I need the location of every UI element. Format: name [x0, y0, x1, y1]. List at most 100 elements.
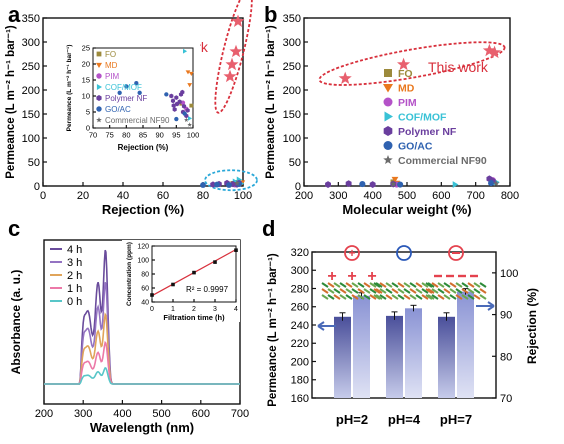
- d-membrane-stroke: [467, 294, 475, 300]
- d-rejection-bar: [405, 308, 422, 398]
- d-membrane-stroke: [421, 294, 429, 300]
- d-ytick-label: 280: [291, 283, 309, 295]
- b-legend-label: GO/AC: [398, 141, 433, 153]
- d-membrane-stroke: [431, 294, 439, 300]
- a-point-goac: [214, 181, 220, 188]
- c-xtick-label: 300: [74, 408, 92, 420]
- d-category-label: pH=2: [336, 412, 368, 427]
- b-point-star: [487, 45, 502, 59]
- a-ytick-label: 50: [28, 157, 40, 169]
- a-ytick-label: 250: [22, 61, 40, 73]
- b-point-star: [482, 43, 496, 57]
- b-point-cof: [452, 181, 459, 188]
- panel-a-chart: 0 20 40 60 80 100050100150200250300350Rejecti…: [5, 0, 258, 217]
- d-membrane-stroke: [479, 294, 487, 300]
- c-xtick-label: 200: [35, 408, 53, 420]
- d-membrane-stroke: [373, 282, 381, 288]
- b-legend-label: MD: [398, 83, 415, 95]
- d-membrane-stroke: [327, 294, 335, 300]
- d-membrane-stroke: [339, 288, 347, 294]
- b-legend-label: FO: [398, 68, 413, 80]
- d-membrane-stroke: [333, 282, 341, 288]
- d-membrane-stroke: [385, 282, 393, 288]
- d-permeance-bar: [438, 316, 455, 398]
- d-permeance-bar: [334, 316, 351, 398]
- b-legend-marker: [384, 111, 393, 122]
- d-membrane-stroke: [425, 282, 433, 288]
- d-ylabel: Permeance (L m⁻² h⁻¹ bar⁻¹): [267, 253, 279, 407]
- a-inset-legend-marker: [96, 51, 102, 57]
- d-membrane-stroke: [409, 294, 417, 300]
- a-point-goac: [226, 182, 232, 188]
- b-point-polymer: [325, 181, 331, 188]
- d-membrane-stroke: [321, 288, 329, 294]
- c-legend-label: 2 h: [67, 270, 82, 282]
- d-membrane-stroke: [427, 294, 435, 300]
- a-inset-xtick-label: 75: [105, 131, 113, 140]
- b-xlabel: Molecular weight (%): [342, 202, 471, 217]
- d-membrane-stroke: [375, 288, 383, 294]
- a-inset-legend-marker: [96, 106, 102, 112]
- c-xlabel: Wavelength (nm): [90, 420, 194, 435]
- a-point-polymer: [210, 181, 216, 188]
- d-membrane-stroke: [437, 288, 445, 294]
- a-ytick-label: 350: [22, 13, 40, 25]
- d-membrane-stroke: [461, 282, 469, 288]
- d-membrane-stroke: [369, 282, 377, 288]
- d-membrane-stroke: [437, 294, 445, 300]
- d-ytick-label: 320: [291, 247, 309, 259]
- d-membrane-stroke: [443, 282, 451, 288]
- a-inset-point-polymer: [172, 107, 177, 112]
- d-y2tick-label: 100: [500, 268, 518, 280]
- d-membrane-stroke: [391, 282, 399, 288]
- d-membrane-stroke: [449, 294, 457, 300]
- a-inset-point-polymer: [177, 99, 182, 105]
- b-legend-marker: [383, 126, 393, 136]
- c-spectrum-line-2h: [44, 312, 240, 385]
- d-membrane-stroke: [479, 288, 487, 294]
- d-membrane-stroke: [397, 288, 405, 294]
- d-membrane-stroke: [461, 288, 469, 294]
- a-inset-legend-label: FO: [105, 50, 116, 59]
- d-surface-charge-plus: +: [367, 268, 376, 285]
- d-membrane-stroke: [333, 294, 341, 300]
- a-xlabel: Rejection (%): [102, 202, 184, 217]
- a-inset-point-nf90: [187, 122, 192, 127]
- d-membrane-stroke: [415, 294, 423, 300]
- d-ytick-label: 240: [291, 320, 309, 332]
- a-point-star: [225, 57, 239, 71]
- b-point-goac: [397, 181, 404, 188]
- d-ytick-label: 260: [291, 302, 309, 314]
- a-point-star: [223, 69, 237, 83]
- d-membrane-stroke: [357, 288, 365, 294]
- d-permeance-bar: [386, 315, 403, 398]
- c-inset-point: [234, 248, 238, 252]
- a-xtick-label: 60: [157, 190, 169, 202]
- b-ytick-label: 0: [295, 181, 301, 193]
- panel-label-a: a: [8, 2, 21, 27]
- d-membrane-stroke: [339, 282, 347, 288]
- b-point-polymer: [345, 180, 352, 187]
- a-inset-point-goac: [124, 84, 129, 89]
- a-ytick-label: 300: [22, 37, 40, 49]
- b-point-goac: [488, 180, 495, 187]
- d-membrane-stroke: [425, 294, 433, 300]
- d-membrane-stroke: [345, 288, 353, 294]
- d-membrane-stroke: [479, 282, 487, 288]
- d-membrane-stroke: [437, 282, 445, 288]
- d-y2tick-label: 80: [500, 351, 512, 363]
- b-ytick-label: 150: [283, 109, 301, 121]
- a-ytick-label: 200: [22, 85, 40, 97]
- a-inset-point-polymer: [171, 103, 176, 108]
- b-point-nf90: [493, 180, 500, 187]
- b-xtick-label: 600: [432, 190, 450, 202]
- b-legend-marker: [384, 69, 392, 77]
- d-membrane-stroke: [431, 282, 439, 288]
- a-xtick-label: 100: [234, 190, 252, 202]
- a-axes-frame: [42, 17, 244, 187]
- a-inset-point-md: [185, 70, 191, 75]
- d-membrane-stroke: [409, 288, 417, 294]
- c-inset-xlabel: Filtration time (h): [163, 313, 225, 322]
- c-xtick-label: 500: [152, 408, 170, 420]
- d-membrane-stroke: [375, 294, 383, 300]
